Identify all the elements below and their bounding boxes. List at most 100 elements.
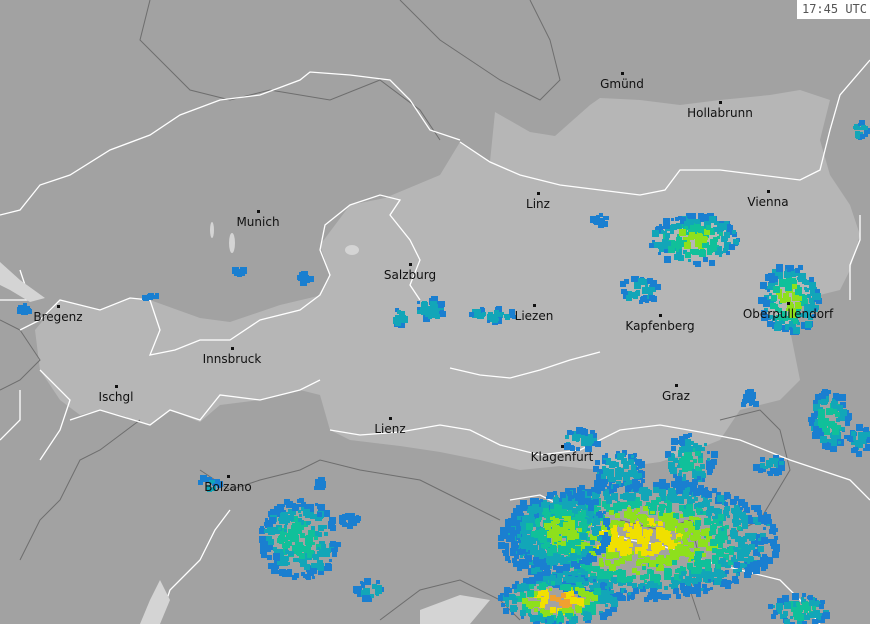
radar-echo [781,311,787,317]
radar-echo [736,573,739,576]
radar-echo [689,219,695,225]
radar-echo [664,249,668,253]
radar-echo [814,299,817,302]
radar-echo [679,575,683,579]
radar-echo [787,268,791,272]
radar-echo [667,594,671,598]
radar-echo [560,507,567,514]
radar-echo [714,508,720,514]
radar-echo [723,248,728,253]
radar-echo [701,569,708,576]
radar-echo [690,552,693,555]
radar-echo [572,492,576,496]
radar-echo [702,584,707,589]
radar-echo [293,545,296,548]
radar-echo [695,261,701,267]
radar-echo [783,316,788,321]
radar-echo [514,554,519,559]
radar-echo [549,588,552,591]
radar-echo [417,301,420,304]
radar-echo [858,443,863,448]
radar-echo [801,621,807,624]
radar-echo [727,547,730,550]
radar-echo [790,603,795,608]
radar-echo [722,495,727,500]
radar-echo [527,590,534,597]
radar-echo [568,540,575,547]
radar-echo [21,310,26,315]
radar-echo [301,502,306,507]
radar-echo [551,521,556,526]
radar-echo [587,528,590,531]
radar-echo [729,546,733,550]
radar-echo [676,594,681,599]
radar-echo [693,530,700,537]
radar-echo [767,321,773,327]
radar-echo [503,595,509,601]
radar-echo [640,536,643,539]
radar-echo [293,558,297,562]
radar-echo [304,275,309,280]
radar-echo [655,542,658,545]
radar-echo [628,592,631,595]
radar-echo [570,597,577,604]
radar-echo [291,516,294,519]
radar-echo [529,577,536,584]
radar-echo [554,541,557,544]
radar-echo [811,287,817,293]
radar-echo [753,561,759,567]
radar-echo [675,476,682,483]
radar-echo [622,570,626,574]
radar-echo [685,252,691,258]
radar-echo [744,507,750,513]
radar-echo [511,612,514,615]
radar-echo [689,492,692,495]
radar-echo [845,414,851,420]
radar-echo [812,606,816,610]
radar-echo [607,475,614,482]
radar-echo [636,561,641,566]
radar-echo [496,306,502,312]
radar-echo [544,553,547,556]
radar-echo [724,536,728,540]
radar-echo [665,518,671,524]
radar-echo [286,533,293,540]
radar-echo [602,554,605,557]
radar-echo [731,528,736,533]
radar-echo [295,541,299,545]
radar-echo [771,276,778,283]
radar-echo [652,547,659,554]
radar-echo [706,570,712,576]
radar-echo [840,409,847,416]
radar-echo [517,513,520,516]
radar-echo [785,284,792,291]
radar-echo [284,517,290,523]
radar-echo [306,547,311,552]
radar-echo [641,493,648,500]
radar-echo [859,120,865,126]
radar-echo [849,438,853,442]
radar-echo [645,284,648,287]
radar-echo [774,536,778,540]
radar-echo [543,508,549,514]
radar-echo [667,515,672,520]
radar-echo [628,534,631,537]
radar-echo [596,512,600,516]
radar-echo [620,281,626,287]
radar-echo [523,584,530,591]
radar-echo [472,313,477,318]
radar-echo [517,586,523,592]
radar-echo [733,555,736,558]
city-marker [719,101,722,104]
radar-echo [297,542,302,547]
radar-echo [567,613,573,619]
radar-echo [579,560,583,564]
radar-echo [500,593,505,598]
radar-echo [516,526,521,531]
radar-echo [550,503,556,509]
radar-echo [781,325,786,330]
radar-echo [659,489,666,496]
radar-echo [668,462,675,469]
radar-echo [729,244,735,250]
